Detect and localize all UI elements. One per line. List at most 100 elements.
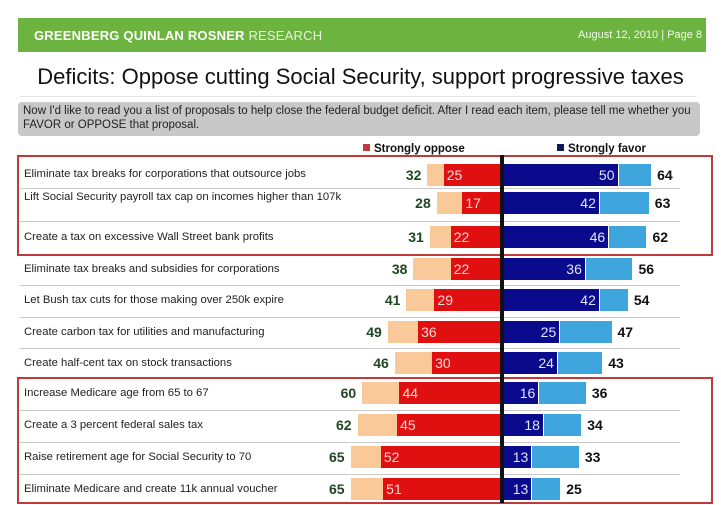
label-total-oppose: 62 [335,417,352,433]
label-strongly-oppose: 17 [465,195,481,211]
row-label: Eliminate Medicare and create 11k annual… [24,483,278,495]
label-total-oppose: 65 [328,449,345,465]
bar-strongly-oppose [418,321,502,343]
legend-label-favor: Strongly favor [568,143,646,155]
bar-strongly-favor [502,164,619,186]
label-total-favor: 34 [587,417,603,433]
label-total-favor: 56 [638,261,655,277]
label-total-oppose: 65 [328,481,345,497]
label-total-oppose: 60 [340,385,357,401]
bar-strongly-favor [502,192,600,214]
label-strongly-oppose: 25 [446,167,463,183]
row-label: Create carbon tax for utilities and manu… [24,326,265,338]
bar-strongly-oppose [397,414,502,436]
bar-strongly-oppose [462,192,502,214]
label-total-favor: 25 [566,481,582,497]
row-divider [20,317,680,318]
row-label: Eliminate tax breaks for corporations th… [24,168,306,180]
highlight-box-top [17,155,713,256]
legend-swatch-oppose [363,144,370,151]
bar-strongly-favor [502,414,544,436]
label-total-oppose: 31 [408,229,424,245]
label-strongly-favor: 46 [589,229,606,245]
highlight-box-bottom [17,377,713,504]
label-strongly-favor: 13 [512,481,529,497]
label-strongly-oppose: 36 [421,324,437,340]
label-strongly-oppose: 29 [437,292,453,308]
legend-strongly-oppose: Strongly oppose [363,143,465,155]
bar-strongly-oppose [434,289,502,311]
label-strongly-favor: 18 [524,417,540,433]
label-total-favor: 63 [654,195,671,211]
bar-strongly-favor [502,446,533,468]
label-total-oppose: 28 [415,195,431,211]
row-label: Create a 3 percent federal sales tax [24,419,203,431]
bar-strongly-oppose [443,164,502,186]
bar-strongly-favor [502,258,586,280]
label-strongly-favor: 16 [519,385,536,401]
row-divider [20,221,680,222]
bar-strongly-favor [502,478,533,500]
bar-strongly-favor [502,382,540,404]
legend-label-oppose: Strongly oppose [374,143,465,155]
label-total-favor: 33 [584,449,601,465]
label-strongly-favor: 25 [540,324,557,340]
label-strongly-oppose: 22 [453,261,470,277]
row-label: Create a tax on excessive Wall Street ba… [24,231,274,243]
label-total-favor: 47 [617,324,634,340]
row-divider [20,410,680,411]
row-label: Let Bush tax cuts for those making over … [24,294,284,306]
label-total-favor: 43 [608,355,624,371]
label-total-favor: 62 [652,229,669,245]
bar-strongly-favor [502,226,610,248]
label-strongly-oppose: 22 [453,229,470,245]
bar-strongly-oppose [399,382,502,404]
row-label: Create half-cent tax on stock transactio… [24,357,232,369]
row-label: Eliminate tax breaks and subsidies for c… [24,263,280,275]
center-axis-line [500,155,504,503]
label-total-favor: 64 [657,167,673,183]
label-strongly-favor: 36 [566,261,582,277]
row-divider [20,442,680,443]
label-strongly-favor: 42 [580,292,596,308]
bar-strongly-oppose [380,446,502,468]
label-strongly-favor: 50 [598,167,615,183]
row-divider [20,348,680,349]
label-strongly-oppose: 52 [383,449,400,465]
row-divider [20,188,680,189]
header-bar: GREENBERG QUINLAN ROSNER RESEARCH August… [18,18,706,52]
label-total-favor: 36 [591,385,608,401]
label-total-oppose: 41 [384,292,401,308]
label-strongly-oppose: 44 [402,385,419,401]
question-text: Now I'd like to read you a list of propo… [18,102,700,136]
legend-swatch-favor [557,144,564,151]
label-total-oppose: 32 [405,167,422,183]
bar-strongly-oppose [383,478,502,500]
brand-bold: GREENBERG QUINLAN ROSNER [34,28,245,43]
label-total-oppose: 49 [366,324,382,340]
bar-strongly-favor [502,321,561,343]
label-strongly-favor: 42 [580,195,596,211]
brand-logo: GREENBERG QUINLAN ROSNER RESEARCH [34,28,322,43]
title-divider [20,96,696,97]
bar-strongly-oppose [450,226,502,248]
row-divider [20,285,680,286]
label-total-oppose: 46 [373,355,389,371]
legend-strongly-favor: Strongly favor [557,143,646,155]
chart-title: Deficits: Oppose cutting Social Security… [37,64,684,89]
label-strongly-favor: 24 [538,355,554,371]
label-total-favor: 54 [633,292,650,308]
label-strongly-oppose: 51 [386,481,402,497]
date-page: August 12, 2010 | Page 8 [578,29,702,41]
bar-strongly-favor [502,289,600,311]
row-divider [20,474,680,475]
bar-strongly-oppose [450,258,502,280]
bar-strongly-oppose [432,352,502,374]
bar-strongly-favor [502,352,558,374]
label-strongly-oppose: 45 [400,417,416,433]
row-label: Lift Social Security payroll tax cap on … [24,191,342,203]
row-label: Raise retirement age for Social Security… [24,451,252,463]
label-total-oppose: 38 [391,261,408,277]
label-strongly-favor: 13 [512,449,529,465]
brand-light: RESEARCH [248,28,323,43]
